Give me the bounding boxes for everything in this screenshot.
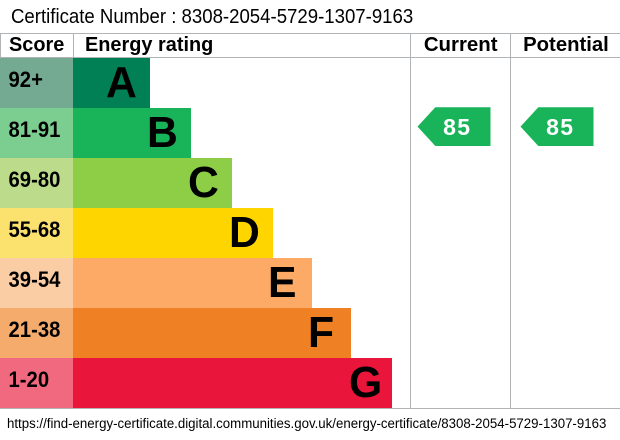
svg-text:85: 85 (546, 114, 574, 140)
svg-text:85: 85 (443, 114, 471, 140)
